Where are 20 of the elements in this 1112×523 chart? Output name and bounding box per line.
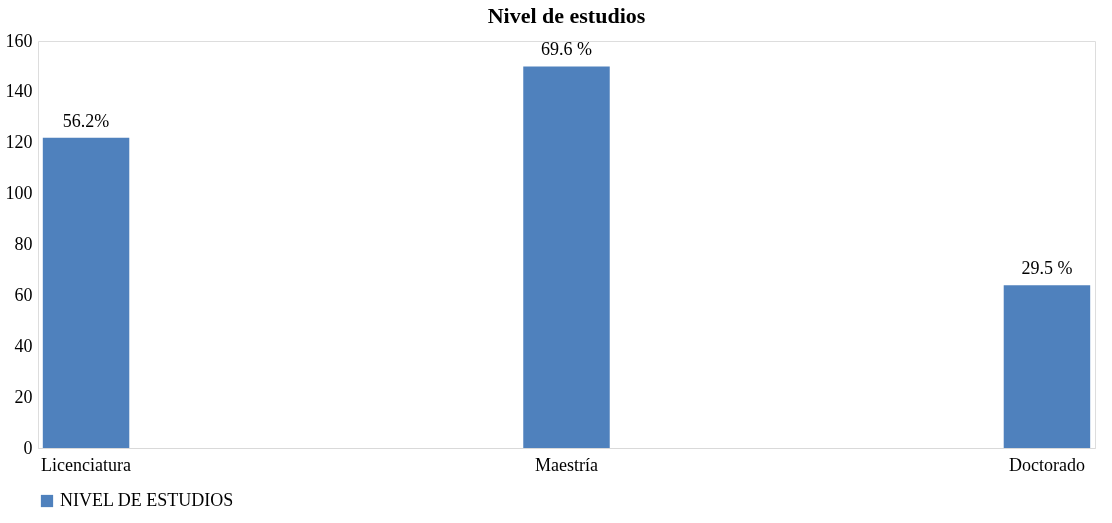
chart-title: Nivel de estudios [487, 3, 646, 28]
y-tick-label: 60 [14, 284, 33, 305]
annotation: 56.2% [62, 110, 110, 131]
y-tick-label: 100 [5, 183, 33, 204]
y-tick-label: 20 [14, 386, 33, 407]
bar [523, 66, 610, 448]
annotation: 29.5 % [1021, 258, 1073, 279]
y-tick-label: 80 [14, 234, 33, 254]
y-tick-label: 0 [23, 437, 33, 458]
y-tick-label: 160 [5, 30, 33, 51]
x-tick-label: Doctorado [1008, 454, 1085, 475]
annotation: 69.6 % [541, 39, 592, 60]
x-tick-label: Licenciatura [41, 454, 132, 475]
y-tick-label: 120 [5, 132, 33, 153]
legend-label: NIVEL DE ESTUDIOS [60, 490, 234, 510]
x-tick-label: Maestría [535, 454, 598, 475]
y-tick-label: 140 [5, 81, 33, 102]
bar [42, 137, 130, 448]
bar [1003, 285, 1091, 448]
y-tick-label: 40 [14, 335, 33, 356]
